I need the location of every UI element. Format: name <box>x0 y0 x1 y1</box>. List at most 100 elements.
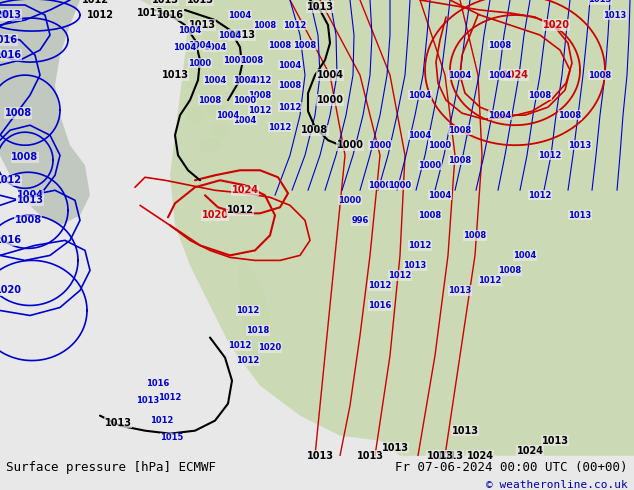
Polygon shape <box>140 0 634 456</box>
Text: 1008: 1008 <box>498 266 522 275</box>
Text: 1012: 1012 <box>478 276 501 285</box>
Text: 1000: 1000 <box>337 140 363 150</box>
Text: 1008: 1008 <box>4 108 32 118</box>
Text: 1012: 1012 <box>86 10 113 20</box>
Text: 1008: 1008 <box>240 55 264 65</box>
Text: 1012: 1012 <box>278 103 302 112</box>
Text: 996: 996 <box>351 216 369 225</box>
Text: 1013: 1013 <box>228 30 256 40</box>
Text: 1000: 1000 <box>368 141 392 150</box>
Text: 1012: 1012 <box>236 356 260 365</box>
Text: 1012: 1012 <box>228 341 252 350</box>
Text: 1012: 1012 <box>528 191 552 200</box>
Text: 1000: 1000 <box>429 141 451 150</box>
Text: 1013: 1013 <box>568 141 592 150</box>
Text: 1008: 1008 <box>11 152 39 162</box>
Text: 1013: 1013 <box>105 417 131 428</box>
Text: 1004: 1004 <box>429 191 451 200</box>
Text: 1013: 1013 <box>541 436 569 446</box>
Text: 1024: 1024 <box>501 70 529 80</box>
Text: 1012: 1012 <box>388 271 411 280</box>
Text: 1004: 1004 <box>204 43 226 51</box>
Text: 1012: 1012 <box>249 75 272 85</box>
Text: 1016: 1016 <box>0 35 18 45</box>
Text: 1008: 1008 <box>223 55 247 65</box>
Ellipse shape <box>198 94 212 106</box>
Text: 1012: 1012 <box>283 21 307 29</box>
Text: 1020: 1020 <box>0 10 10 20</box>
Text: 1000: 1000 <box>339 196 361 205</box>
Text: 1000: 1000 <box>389 181 411 190</box>
Text: 1008: 1008 <box>254 21 276 29</box>
Text: 1000: 1000 <box>418 161 441 170</box>
Text: 1013: 1013 <box>136 396 160 405</box>
Text: 1013: 1013 <box>588 0 612 4</box>
Ellipse shape <box>188 80 212 90</box>
Text: 1004: 1004 <box>233 75 257 85</box>
Text: 1024: 1024 <box>517 446 543 456</box>
Text: 1013: 1013 <box>451 426 479 436</box>
Text: 1013: 1013 <box>448 286 472 295</box>
Text: 1008: 1008 <box>198 96 221 105</box>
Text: 1004: 1004 <box>488 111 512 120</box>
Text: 1020: 1020 <box>0 286 22 295</box>
Text: 1012: 1012 <box>268 122 292 132</box>
Text: Fr 07-06-2024 00:00 UTC (00+00): Fr 07-06-2024 00:00 UTC (00+00) <box>395 461 628 474</box>
Text: 1020: 1020 <box>543 20 569 30</box>
Text: 1004: 1004 <box>218 30 242 40</box>
Text: 1013: 1013 <box>382 442 408 453</box>
Text: 1004: 1004 <box>178 25 202 35</box>
Text: 1012: 1012 <box>538 151 562 160</box>
Text: 1012: 1012 <box>0 175 22 185</box>
Text: 1013: 1013 <box>306 2 333 12</box>
Text: 1008: 1008 <box>448 156 472 165</box>
Text: 1000: 1000 <box>316 95 344 105</box>
Text: 1024: 1024 <box>231 185 259 196</box>
Text: 1012: 1012 <box>226 205 254 215</box>
Text: 1013: 1013 <box>152 0 179 5</box>
Text: 1016: 1016 <box>368 301 392 310</box>
Text: 1004: 1004 <box>173 43 197 51</box>
Text: 1024: 1024 <box>467 451 493 461</box>
Text: 1004: 1004 <box>488 71 512 79</box>
Text: 1012: 1012 <box>150 416 174 425</box>
Text: 1008: 1008 <box>249 91 271 99</box>
Text: 1008: 1008 <box>301 125 328 135</box>
Text: 1018: 1018 <box>247 326 269 335</box>
Text: 1008: 1008 <box>418 211 441 220</box>
Text: 1004: 1004 <box>233 116 257 124</box>
Text: 1013: 1013 <box>0 10 22 20</box>
Text: 1016: 1016 <box>0 235 22 245</box>
Text: 1004: 1004 <box>228 10 252 20</box>
Text: 1013: 1013 <box>403 261 427 270</box>
Text: 1008: 1008 <box>294 41 316 49</box>
Text: 1000: 1000 <box>368 181 392 190</box>
Text: 1013: 1013 <box>188 20 216 30</box>
Text: 1012: 1012 <box>408 241 432 250</box>
Text: Surface pressure [hPa] ECMWF: Surface pressure [hPa] ECMWF <box>6 461 216 474</box>
Text: 1004: 1004 <box>188 41 212 49</box>
Text: 1012: 1012 <box>249 106 272 115</box>
Text: 1013: 1013 <box>16 196 44 205</box>
Text: © weatheronline.co.uk: © weatheronline.co.uk <box>486 480 628 490</box>
Text: 1016: 1016 <box>0 50 22 60</box>
Text: 1012: 1012 <box>82 0 108 5</box>
Polygon shape <box>238 255 270 370</box>
Text: 1004: 1004 <box>278 61 302 70</box>
Text: 1008: 1008 <box>488 41 512 49</box>
Text: 1004: 1004 <box>204 75 226 85</box>
Text: 1012: 1012 <box>236 306 260 315</box>
Text: 1004: 1004 <box>408 91 432 99</box>
Text: 1013: 1013 <box>186 0 214 5</box>
Text: 1008: 1008 <box>528 91 552 99</box>
Text: 1000: 1000 <box>233 96 257 105</box>
Text: 1008: 1008 <box>448 126 472 135</box>
Polygon shape <box>0 0 90 225</box>
Text: 1015: 1015 <box>160 433 184 442</box>
Ellipse shape <box>210 124 230 136</box>
Text: 1008: 1008 <box>15 215 42 225</box>
Text: 1008: 1008 <box>463 231 486 240</box>
Text: 1004: 1004 <box>316 70 344 80</box>
Text: 1013: 1013 <box>604 10 626 20</box>
Text: 1013: 1013 <box>162 70 188 80</box>
